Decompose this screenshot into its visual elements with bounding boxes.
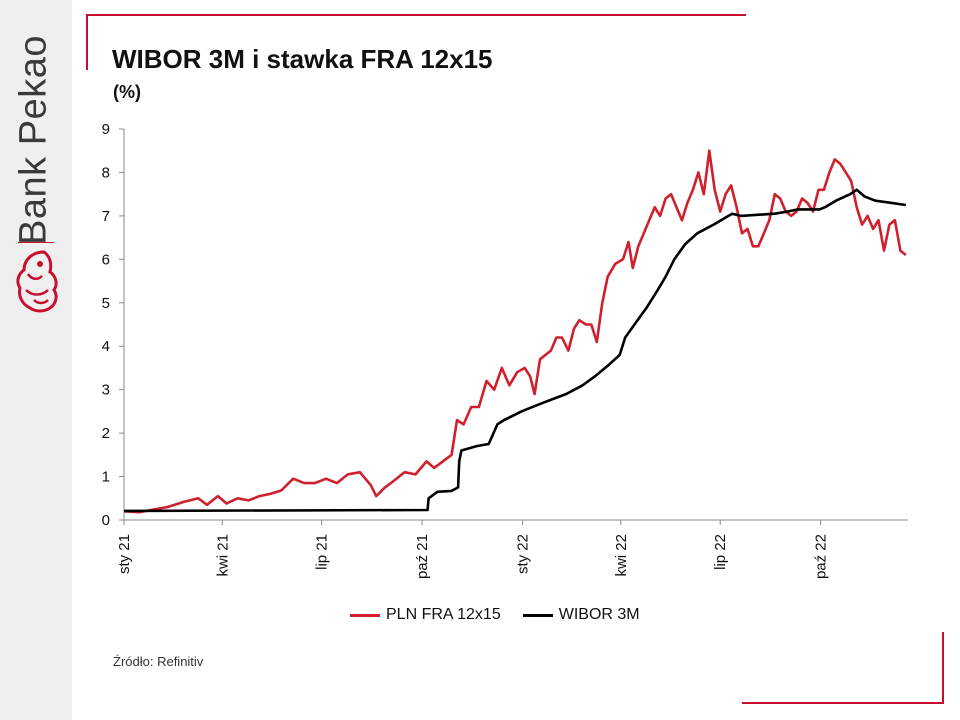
y-tick-label: 9 [102,121,110,138]
x-tick-label: lip 22 [712,534,729,570]
x-tick-label: sty 22 [515,534,532,574]
legend-swatch-wibor [522,613,553,617]
frame-top-line [86,14,746,16]
legend-item-wibor: WIBOR 3M [522,606,640,624]
x-tick-label: kwi 22 [613,534,630,577]
frame-bottom-line [742,702,944,704]
x-tick-label: sty 21 [116,534,133,574]
x-tick-label: lip 21 [314,534,331,570]
x-tick-label: paź 22 [813,534,830,579]
y-tick-label: 0 [102,512,110,529]
series-line-wibor-3m [123,188,906,513]
x-tick-label: kwi 21 [214,534,231,577]
y-tick-label: 2 [102,425,110,442]
frame-left-line [86,14,88,70]
legend-label-wibor: WIBOR 3M [558,606,640,623]
bison-logo-icon [14,250,60,319]
y-tick-label: 3 [102,382,110,399]
legend-item-fra: PLN FRA 12x15 [350,606,501,624]
source-note: Źródło: Refinitiv [113,654,204,669]
y-tick-label: 5 [102,295,110,312]
y-tick-label: 6 [102,251,110,268]
frame-right-line [942,632,944,704]
y-tick-label: 7 [102,208,110,225]
x-tick-label: paź 21 [414,534,431,579]
y-tick-label: 1 [102,469,110,486]
brand-divider [18,242,54,243]
legend-label-fra: PLN FRA 12x15 [386,606,501,623]
series-line-fra-12x15 [123,149,907,514]
y-tick-label: 4 [102,338,110,355]
chart-legend: PLN FRA 12x15 WIBOR 3M [350,606,640,624]
chart-subtitle: (%) [113,82,141,102]
y-tick-label: 8 [102,164,110,181]
legend-swatch-fra [350,613,380,617]
brand-sidebar: Bank Pekao [0,0,72,720]
chart-title: WIBOR 3M i stawka FRA 12x15 [112,44,493,74]
